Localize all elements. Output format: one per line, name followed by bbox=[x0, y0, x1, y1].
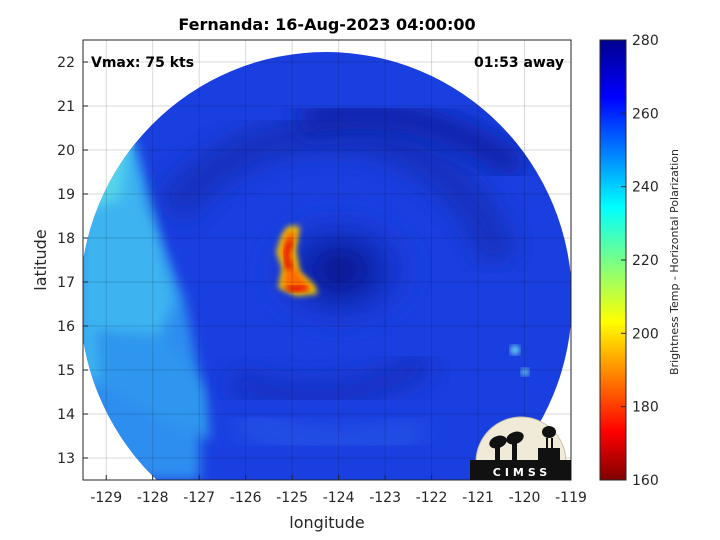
y-tick-label: 21 bbox=[57, 99, 75, 115]
y-tick-label: 22 bbox=[57, 55, 75, 71]
cimss-logo: CIMSS bbox=[470, 416, 571, 480]
x-tick-label: -121 bbox=[462, 490, 494, 506]
logo-text: CIMSS bbox=[493, 466, 551, 479]
x-tick-label: -125 bbox=[276, 490, 308, 506]
colorbar-tick-label: 260 bbox=[632, 106, 659, 122]
y-axis-label: latitude bbox=[31, 229, 50, 290]
y-tick-label: 18 bbox=[57, 231, 75, 247]
x-tick-label: -122 bbox=[416, 490, 448, 506]
x-tick-label: -129 bbox=[90, 490, 122, 506]
colorbar-label: Brightness Temp - Horizontal Polarizatio… bbox=[668, 149, 681, 375]
colorbar-tick-label: 160 bbox=[632, 473, 659, 489]
x-tick-label: -127 bbox=[183, 490, 215, 506]
y-tick-label: 16 bbox=[57, 319, 75, 335]
colorbar-tick-label: 220 bbox=[632, 253, 659, 269]
x-axis: -129 -128 -127 -126 -125 -124 -123 -122 -121 -120… bbox=[90, 475, 587, 506]
y-tick-label: 14 bbox=[57, 407, 75, 423]
colorbar-tick-label: 280 bbox=[632, 33, 659, 49]
x-axis-label: longitude bbox=[289, 513, 364, 532]
storm-core bbox=[250, 200, 430, 340]
y-tick-label: 19 bbox=[57, 187, 75, 203]
x-tick-label: -119 bbox=[555, 490, 587, 506]
microwave-swath bbox=[83, 52, 571, 480]
x-tick-label: -124 bbox=[323, 490, 355, 506]
colorbar-tick-label: 180 bbox=[632, 400, 659, 416]
x-tick-label: -120 bbox=[509, 490, 541, 506]
colorbar-tick-label: 240 bbox=[632, 180, 659, 196]
x-tick-label: -128 bbox=[137, 490, 169, 506]
time-away-label: 01:53 away bbox=[474, 55, 564, 71]
grid bbox=[83, 40, 572, 480]
y-tick-label: 20 bbox=[57, 143, 75, 159]
colorbar: 280 260 240 220 200 180 160 Brightness Temp - … bbox=[599, 33, 681, 489]
colorbar-tick-label: 200 bbox=[632, 326, 659, 342]
vmax-label: Vmax: 75 kts bbox=[91, 55, 194, 71]
y-axis: 22 21 20 19 18 17 16 15 14 13 bbox=[57, 55, 88, 467]
x-tick-label: -126 bbox=[230, 490, 262, 506]
y-tick-label: 17 bbox=[57, 275, 75, 291]
y-tick-label: 13 bbox=[57, 451, 75, 467]
eyewall-convection bbox=[276, 226, 318, 296]
axes-frame bbox=[82, 39, 572, 481]
chart-title: Fernanda: 16-Aug-2023 04:00:00 bbox=[178, 15, 475, 34]
y-tick-label: 15 bbox=[57, 363, 75, 379]
x-tick-label: -123 bbox=[369, 490, 401, 506]
